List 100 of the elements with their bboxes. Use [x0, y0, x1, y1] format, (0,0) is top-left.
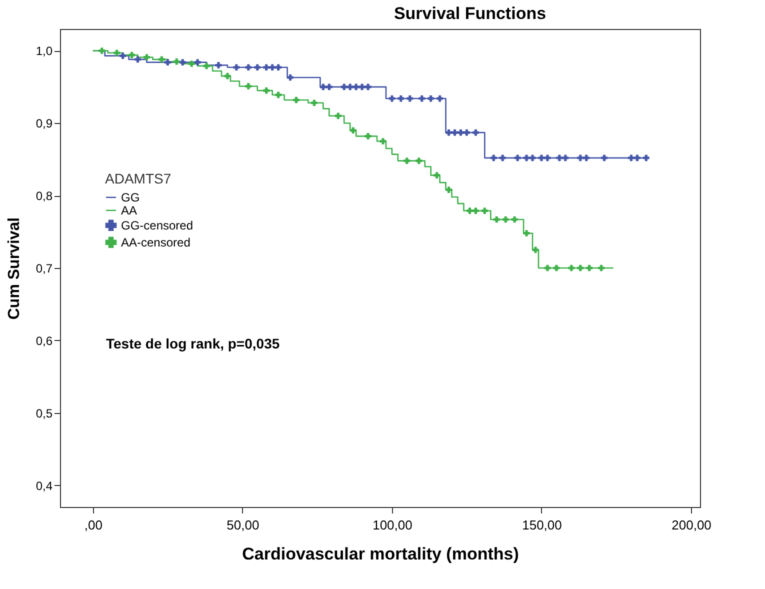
point: [194, 59, 201, 66]
point: [532, 246, 539, 254]
y-tick-label: 0,7: [36, 262, 53, 276]
point: [233, 64, 240, 71]
point: [364, 84, 372, 90]
point: [311, 100, 318, 106]
legend-label: GG-censored: [121, 218, 194, 232]
y-tick-label: 1,0: [36, 44, 53, 58]
point: [388, 95, 396, 102]
point: [245, 64, 252, 71]
point: [158, 56, 165, 63]
point: [326, 84, 332, 90]
point: [434, 172, 440, 178]
point: [275, 64, 282, 71]
point: [556, 154, 563, 162]
point: [263, 87, 270, 94]
point: [164, 59, 171, 66]
x-tick-label: 100,00: [372, 518, 412, 532]
point: [577, 264, 584, 272]
point: [293, 96, 300, 104]
point: [553, 264, 560, 272]
point: [173, 58, 180, 65]
point: [472, 129, 479, 136]
point: [598, 264, 604, 272]
point: [254, 64, 261, 71]
point: [350, 127, 356, 134]
point: [446, 186, 452, 193]
point: [538, 154, 545, 162]
point: [482, 208, 488, 214]
point: [188, 60, 195, 67]
point: [452, 129, 458, 136]
point: [464, 129, 470, 136]
point: [601, 154, 608, 162]
point: [358, 84, 366, 90]
legend-title: ADAMTS7: [105, 170, 172, 186]
x-tick-label: ,00: [84, 518, 102, 532]
point: [404, 158, 410, 164]
y-tick-label: 0,4: [36, 478, 53, 493]
legend-label: AA: [121, 203, 138, 218]
point: [544, 264, 551, 272]
point: [215, 62, 222, 68]
point: [287, 74, 294, 81]
point: [499, 154, 506, 162]
point: [128, 52, 135, 58]
point: [346, 84, 354, 90]
point: [458, 129, 464, 136]
point: [275, 92, 282, 98]
point: [263, 64, 270, 71]
point: [120, 52, 126, 59]
y-axis-title: Cum Survival: [6, 217, 23, 320]
point: [472, 208, 479, 214]
point: [511, 216, 518, 223]
point: [416, 158, 422, 164]
point: [562, 154, 569, 162]
x-tick-label: 200,00: [672, 518, 712, 532]
point: [352, 84, 360, 90]
point: [224, 72, 231, 80]
point: [428, 95, 434, 102]
point: [529, 154, 536, 162]
point: [269, 64, 276, 71]
point: [436, 95, 443, 102]
point: [418, 95, 426, 102]
legend-label: AA-censored: [121, 235, 190, 250]
point: [643, 154, 650, 162]
point: [577, 154, 584, 162]
point: [203, 62, 210, 70]
y-tick-label: 0,9: [36, 116, 53, 131]
chart-title: Survival Functions: [394, 4, 546, 23]
point: [466, 208, 473, 214]
point: [364, 133, 372, 140]
point: [568, 264, 575, 272]
point: [586, 264, 593, 272]
point: [245, 83, 252, 90]
point: [114, 50, 120, 56]
point: [490, 154, 497, 162]
point: [380, 138, 386, 144]
legend-label: GG: [121, 190, 140, 204]
point: [523, 154, 530, 162]
point: [134, 56, 141, 63]
point: [340, 84, 348, 90]
point: [398, 95, 404, 102]
point: [320, 84, 326, 90]
point: [179, 59, 186, 66]
y-tick-label: 0,6: [36, 334, 53, 348]
point: [583, 154, 590, 162]
x-tick-label: 150,00: [522, 518, 562, 532]
point: [523, 230, 530, 236]
point: [628, 154, 634, 162]
point: [446, 129, 452, 136]
y-tick-label: 0,8: [36, 189, 53, 204]
x-tick-label: 50,00: [226, 518, 260, 532]
annotation: Teste de log rank, p=0,035: [106, 335, 280, 352]
point: [544, 154, 551, 162]
point: [634, 154, 640, 162]
point: [493, 216, 500, 223]
point: [406, 95, 414, 102]
point: [502, 216, 509, 223]
y-tick-label: 0,5: [36, 406, 53, 420]
point: [334, 112, 342, 120]
point: [144, 54, 150, 60]
